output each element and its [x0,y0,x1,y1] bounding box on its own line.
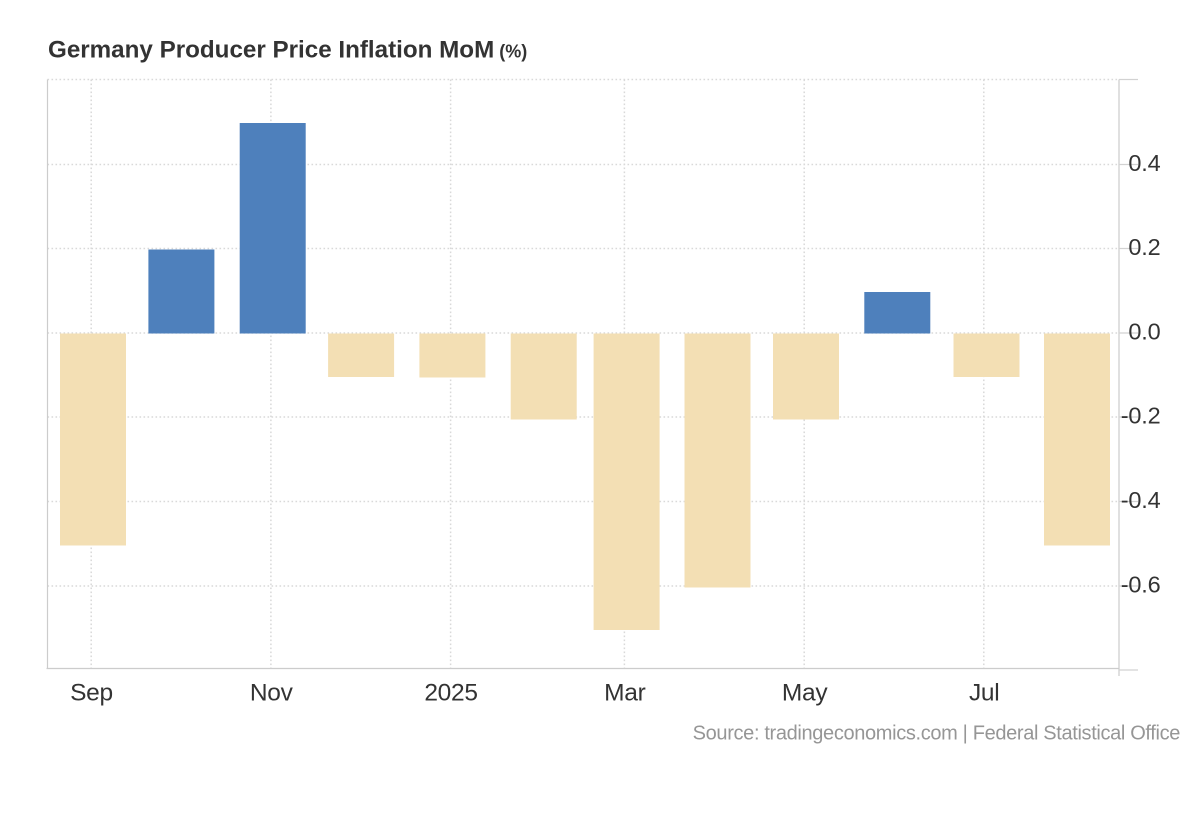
svg-text:May: May [782,680,828,707]
svg-text:0.0: 0.0 [1128,319,1160,345]
svg-text:Sep: Sep [70,680,113,707]
svg-text:Jul: Jul [969,680,999,707]
svg-text:2025: 2025 [424,680,477,707]
svg-text:-0.2: -0.2 [1121,403,1161,429]
svg-text:Germany Producer Price Inflati: Germany Producer Price Inflation MoM (%) [48,37,527,64]
svg-text:-0.4: -0.4 [1121,487,1161,513]
svg-text:Nov: Nov [250,680,294,707]
svg-text:Source: tradingeconomics.com |: Source: tradingeconomics.com | Federal S… [693,723,1181,745]
svg-text:-0.6: -0.6 [1121,572,1161,598]
svg-text:0.4: 0.4 [1128,150,1160,176]
svg-text:0.2: 0.2 [1128,234,1160,260]
svg-text:Mar: Mar [604,680,645,707]
